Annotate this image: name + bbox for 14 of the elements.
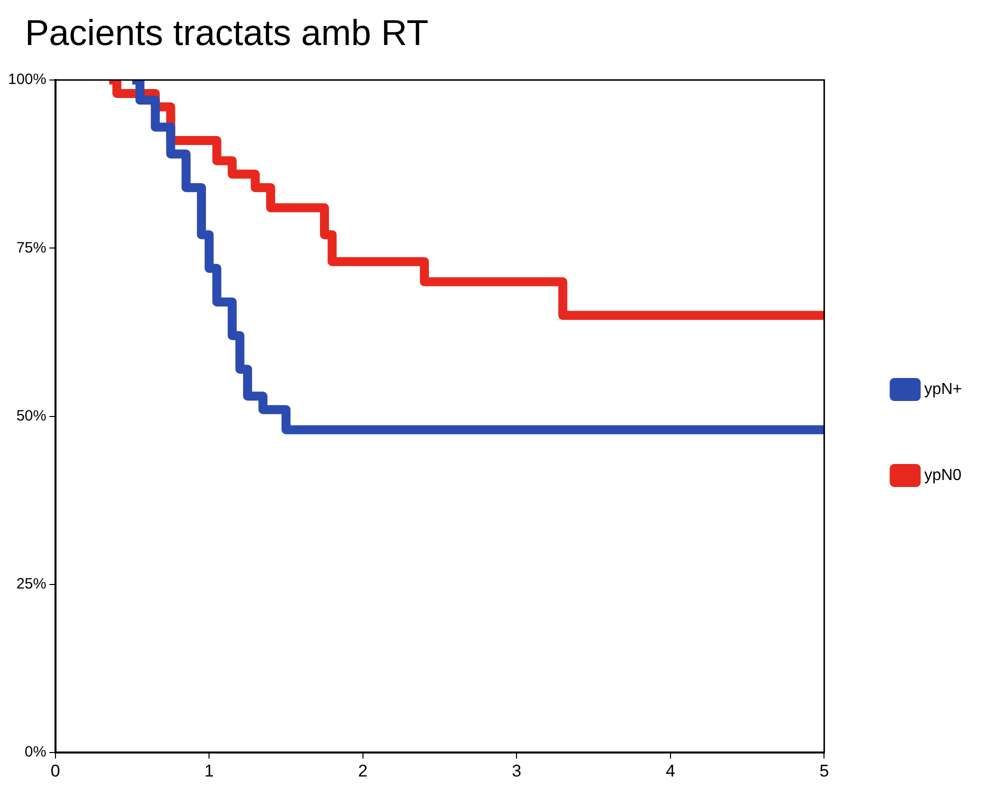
x-tick-label: 1 [204, 761, 214, 780]
x-tick-label: 4 [666, 761, 676, 780]
legend-label: ypN+ [924, 380, 962, 398]
y-tick-label: 25% [16, 576, 46, 593]
legend-label: ypN0 [924, 466, 962, 484]
y-tick-label: 75% [16, 239, 46, 256]
x-tick-label: 0 [50, 761, 60, 780]
y-tick-label: 0% [24, 744, 46, 761]
x-tick-label: 5 [819, 761, 829, 780]
chart-title: Pacients tractats amb RT [25, 12, 428, 54]
y-tick-label: 100% [8, 71, 46, 88]
x-tick-label: 3 [512, 761, 522, 780]
x-tick-label: 2 [358, 761, 368, 780]
y-tick-label: 50% [16, 407, 46, 424]
